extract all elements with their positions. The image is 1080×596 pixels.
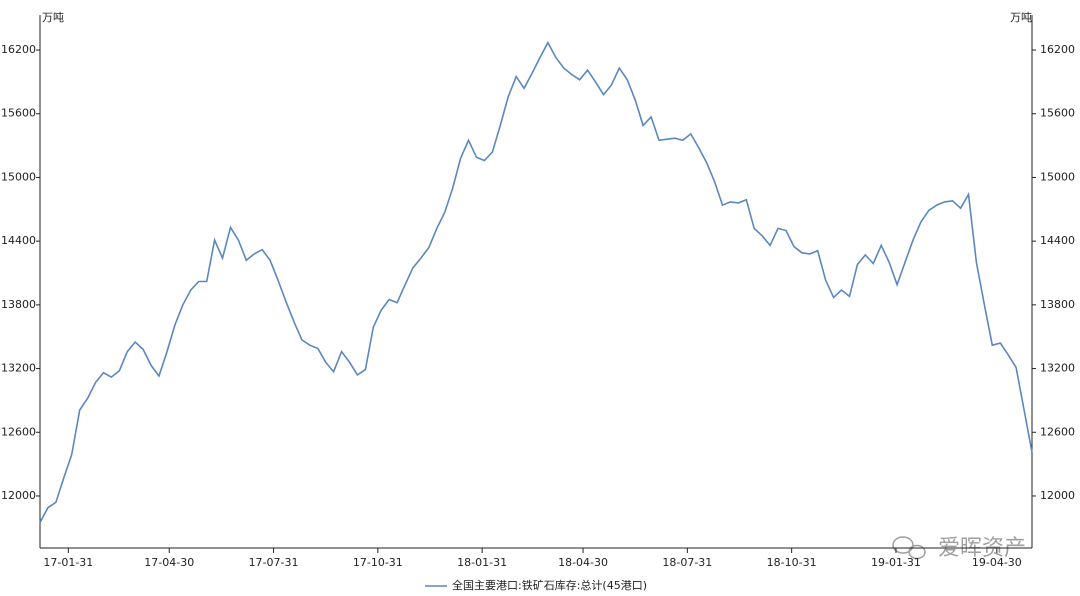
x-tick-label: 17-10-31 — [353, 556, 403, 569]
y2-tick-label: 16200 — [1040, 43, 1075, 56]
watermark-icon — [908, 544, 926, 560]
y2-tick-label: 12600 — [1040, 425, 1075, 438]
y2-tick-label: 15600 — [1040, 107, 1075, 120]
y-tick-label: 13200 — [1, 362, 36, 375]
x-tick-label: 18-10-31 — [767, 556, 817, 569]
y-tick-label: 12600 — [1, 425, 36, 438]
x-tick-label: 17-04-30 — [144, 556, 194, 569]
x-tick-label: 19-01-31 — [871, 556, 921, 569]
y2-tick-label: 13200 — [1040, 362, 1075, 375]
y2-tick-label: 15000 — [1040, 170, 1075, 183]
x-tick-label: 18-01-31 — [457, 556, 507, 569]
y-axis-unit: 万吨 — [42, 11, 64, 24]
y-tick-label: 14400 — [1, 234, 36, 247]
y-tick-label: 13800 — [1, 298, 36, 311]
y2-tick-label: 12000 — [1040, 489, 1075, 502]
y-tick-label: 15600 — [1, 107, 36, 120]
x-tick-label: 17-01-31 — [43, 556, 93, 569]
x-tick-label: 18-04-30 — [558, 556, 608, 569]
data-line — [39, 40, 1033, 523]
y2-axis-unit: 万吨 — [1010, 11, 1032, 24]
y2-tick-label: 14400 — [1040, 234, 1075, 247]
x-tick-label: 19-04-30 — [972, 556, 1022, 569]
y-tick-label: 15000 — [1, 170, 36, 183]
x-tick-label: 18-07-31 — [662, 556, 712, 569]
x-tick-label: 17-07-31 — [249, 556, 299, 569]
legend-label: 全国主要港口:铁矿石库存:总计(45港口) — [452, 578, 647, 592]
watermark-icon — [892, 536, 914, 554]
y-tick-label: 12000 — [1, 489, 36, 502]
y2-tick-label: 13800 — [1040, 298, 1075, 311]
legend: 全国主要港口:铁矿石库存:总计(45港口) — [425, 578, 647, 592]
y-tick-label: 16200 — [1, 43, 36, 56]
